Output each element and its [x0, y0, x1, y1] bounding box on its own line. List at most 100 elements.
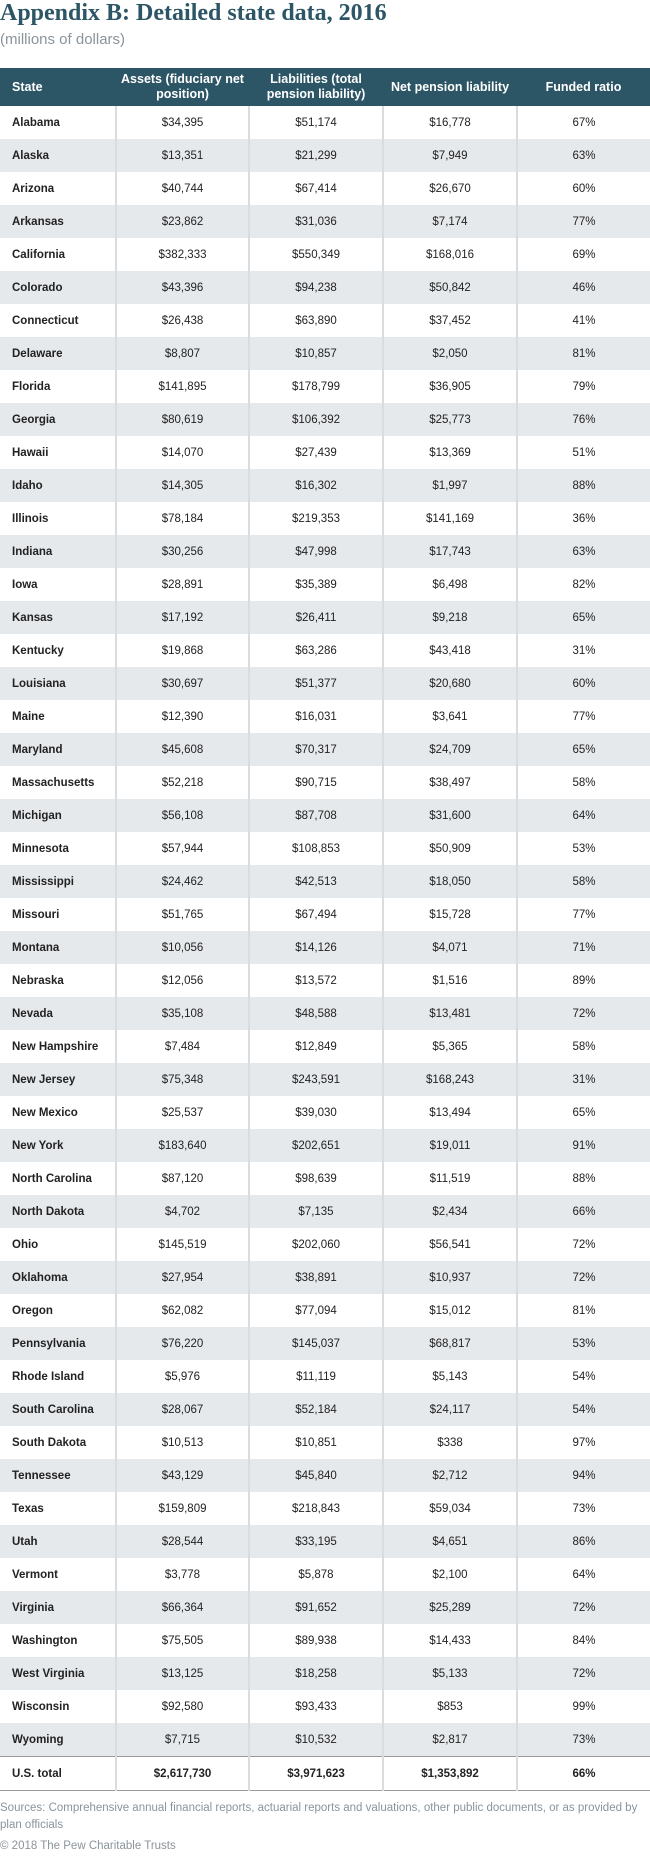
table-row: South Dakota $10,513 $10,851 $338 97%: [0, 1426, 650, 1459]
cell: $18,258: [248, 1657, 383, 1690]
cell: $63,890: [248, 304, 383, 337]
cell: $202,060: [248, 1228, 383, 1261]
cell: $33,195: [248, 1525, 383, 1558]
cell: $108,853: [248, 832, 383, 865]
cell: $178,799: [248, 370, 383, 403]
cell: 58%: [516, 1030, 650, 1063]
cell: $31,036: [248, 205, 383, 238]
cell: 60%: [516, 667, 650, 700]
state-name: Arizona: [12, 182, 55, 195]
state-name: Texas: [12, 1502, 44, 1515]
state-name: Illinois: [12, 512, 49, 525]
state-name: Wisconsin: [12, 1700, 70, 1713]
state-name: Nebraska: [12, 974, 64, 987]
cell: $89,938: [248, 1624, 383, 1657]
cell: $14,126: [248, 931, 383, 964]
table-row: North Carolina $87,120 $98,639 $11,519 88%: [0, 1162, 650, 1195]
cell: $70,317: [248, 733, 383, 766]
state-name: New Jersey: [0, 1063, 116, 1096]
cell: $43,396: [115, 271, 249, 304]
cell: $10,857: [248, 337, 383, 370]
cell: $30,697: [115, 667, 249, 700]
cell: $7,135: [248, 1195, 383, 1228]
state-name: Michigan: [0, 799, 116, 832]
cell: $26,670: [382, 172, 517, 205]
cell: $78,184: [115, 502, 249, 535]
cell: $141,895: [115, 370, 249, 403]
state-name: Louisiana: [0, 667, 116, 700]
table-row: Indiana $30,256 $47,998 $17,743 63%: [0, 535, 650, 568]
cell: 91%: [516, 1129, 650, 1162]
cell: $67,414: [248, 172, 383, 205]
cell: $35,389: [248, 568, 383, 601]
table-row: New York $183,640 $202,651 $19,011 91%: [0, 1129, 650, 1162]
cell: 64%: [516, 799, 650, 832]
cell: $2,434: [382, 1195, 517, 1228]
cell: $27,439: [248, 436, 383, 469]
state-name: Oregon: [12, 1304, 53, 1317]
cell: $52,184: [248, 1393, 383, 1426]
cell: $19,011: [382, 1129, 517, 1162]
cell: 99%: [516, 1690, 650, 1723]
table-row: New Jersey $75,348 $243,591 $168,243 31%: [0, 1063, 650, 1096]
table-row: Maine $12,390 $16,031 $3,641 77%: [0, 700, 650, 733]
cell: $24,117: [382, 1393, 517, 1426]
sources: Sources: Comprehensive annual financial …: [0, 1802, 638, 1831]
cell: $4,702: [115, 1195, 249, 1228]
table-row: Alaska $13,351 $21,299 $7,949 63%: [0, 139, 650, 172]
cell: $77,094: [248, 1294, 383, 1327]
table-row: New Mexico $25,537 $39,030 $13,494 65%: [0, 1096, 650, 1129]
cell: $13,572: [248, 964, 383, 997]
cell: $20,680: [382, 667, 517, 700]
cell: $92,580: [115, 1690, 249, 1723]
table-row: Arkansas $23,862 $31,036 $7,174 77%: [0, 205, 650, 238]
state-name: Rhode Island: [12, 1370, 85, 1383]
cell: $159,809: [115, 1492, 249, 1525]
cell: $75,505: [115, 1624, 249, 1657]
cell: $80,619: [115, 403, 249, 436]
cell: $2,100: [382, 1558, 517, 1591]
cell: $36,905: [382, 370, 517, 403]
cell: 89%: [516, 964, 650, 997]
cell: $8,807: [115, 337, 249, 370]
cell: $219,353: [248, 502, 383, 535]
cell: $183,640: [115, 1129, 249, 1162]
cell: $2,817: [382, 1723, 517, 1757]
state-name: North Dakota: [0, 1195, 116, 1228]
cell: $15,012: [382, 1294, 517, 1327]
cell: $14,433: [382, 1624, 517, 1657]
cell: $382,333: [115, 238, 249, 271]
cell: $23,862: [115, 205, 249, 238]
cell: $51,174: [248, 106, 383, 139]
cell: $10,056: [115, 931, 249, 964]
state-name: Ohio: [12, 1238, 39, 1251]
cell: $2,712: [382, 1459, 517, 1492]
total-cell: 66%: [516, 1756, 650, 1791]
cell: $94,238: [248, 271, 383, 304]
column-header: Funded ratio: [517, 68, 650, 106]
table-row: Iowa $28,891 $35,389 $6,498 82%: [0, 568, 650, 601]
cell: $51,377: [248, 667, 383, 700]
cell: $338: [382, 1426, 517, 1459]
cell: $27,954: [115, 1261, 249, 1294]
cell: $145,519: [115, 1228, 249, 1261]
cell: $141,169: [382, 502, 517, 535]
table-row: Idaho $14,305 $16,302 $1,997 88%: [0, 469, 650, 502]
cell: 60%: [516, 172, 650, 205]
cell: $10,513: [115, 1426, 249, 1459]
state-name: Kentucky: [12, 644, 64, 657]
cell: $43,129: [115, 1459, 249, 1492]
cell: $168,243: [382, 1063, 517, 1096]
state-name: Pennsylvania: [0, 1327, 116, 1360]
cell: 72%: [516, 1657, 650, 1690]
total-row: U.S. total $2,617,730 $3,971,623 $1,353,892…: [0, 1756, 650, 1791]
cell: $19,868: [115, 634, 249, 667]
cell: 72%: [516, 1261, 650, 1294]
cell: 65%: [516, 601, 650, 634]
cell: 67%: [516, 106, 650, 139]
cell: 31%: [516, 634, 650, 667]
cell: $7,715: [115, 1723, 249, 1757]
state-name: Maine: [12, 710, 45, 723]
state-name: Mississippi: [0, 865, 116, 898]
cell: $63,286: [248, 634, 383, 667]
